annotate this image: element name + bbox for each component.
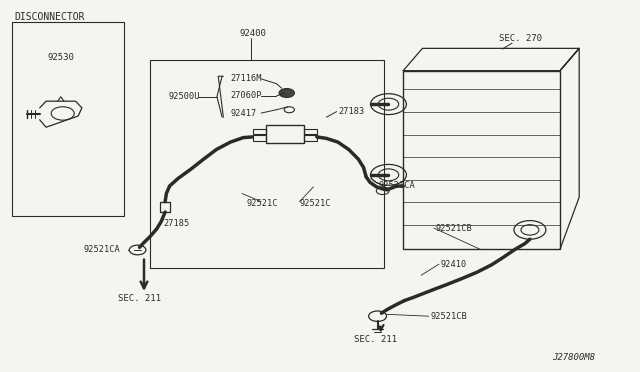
Text: 27185: 27185 xyxy=(164,219,190,228)
Bar xyxy=(253,135,266,141)
Bar xyxy=(12,22,124,216)
Bar xyxy=(266,125,304,143)
Text: SEC. 270: SEC. 270 xyxy=(499,34,542,43)
Text: DISCONNECTOR: DISCONNECTOR xyxy=(14,12,84,22)
Text: 92400: 92400 xyxy=(239,29,266,38)
Text: 27116M: 27116M xyxy=(230,74,262,83)
Text: 27060P: 27060P xyxy=(230,92,262,100)
Bar xyxy=(160,202,170,212)
Text: J27800M8: J27800M8 xyxy=(552,353,595,362)
Text: 92521CA: 92521CA xyxy=(379,181,415,190)
Text: 92530: 92530 xyxy=(48,53,75,62)
Text: 92500U: 92500U xyxy=(169,92,200,101)
Text: SEC. 211: SEC. 211 xyxy=(354,335,397,344)
Text: SEC. 211: SEC. 211 xyxy=(118,294,161,303)
Text: 92521C: 92521C xyxy=(300,199,331,208)
Text: 92417: 92417 xyxy=(230,109,257,118)
Text: 92521CB: 92521CB xyxy=(435,224,472,232)
Bar xyxy=(150,60,384,268)
Text: 92521C: 92521C xyxy=(246,199,278,208)
Bar xyxy=(253,129,266,134)
Bar xyxy=(403,71,560,249)
Circle shape xyxy=(279,89,294,97)
Text: 92521CB: 92521CB xyxy=(430,312,467,321)
Text: 27183: 27183 xyxy=(338,107,364,116)
Text: 92410: 92410 xyxy=(440,260,467,269)
Bar xyxy=(304,129,317,134)
Text: 92521CA: 92521CA xyxy=(83,246,120,254)
Bar xyxy=(304,135,317,141)
